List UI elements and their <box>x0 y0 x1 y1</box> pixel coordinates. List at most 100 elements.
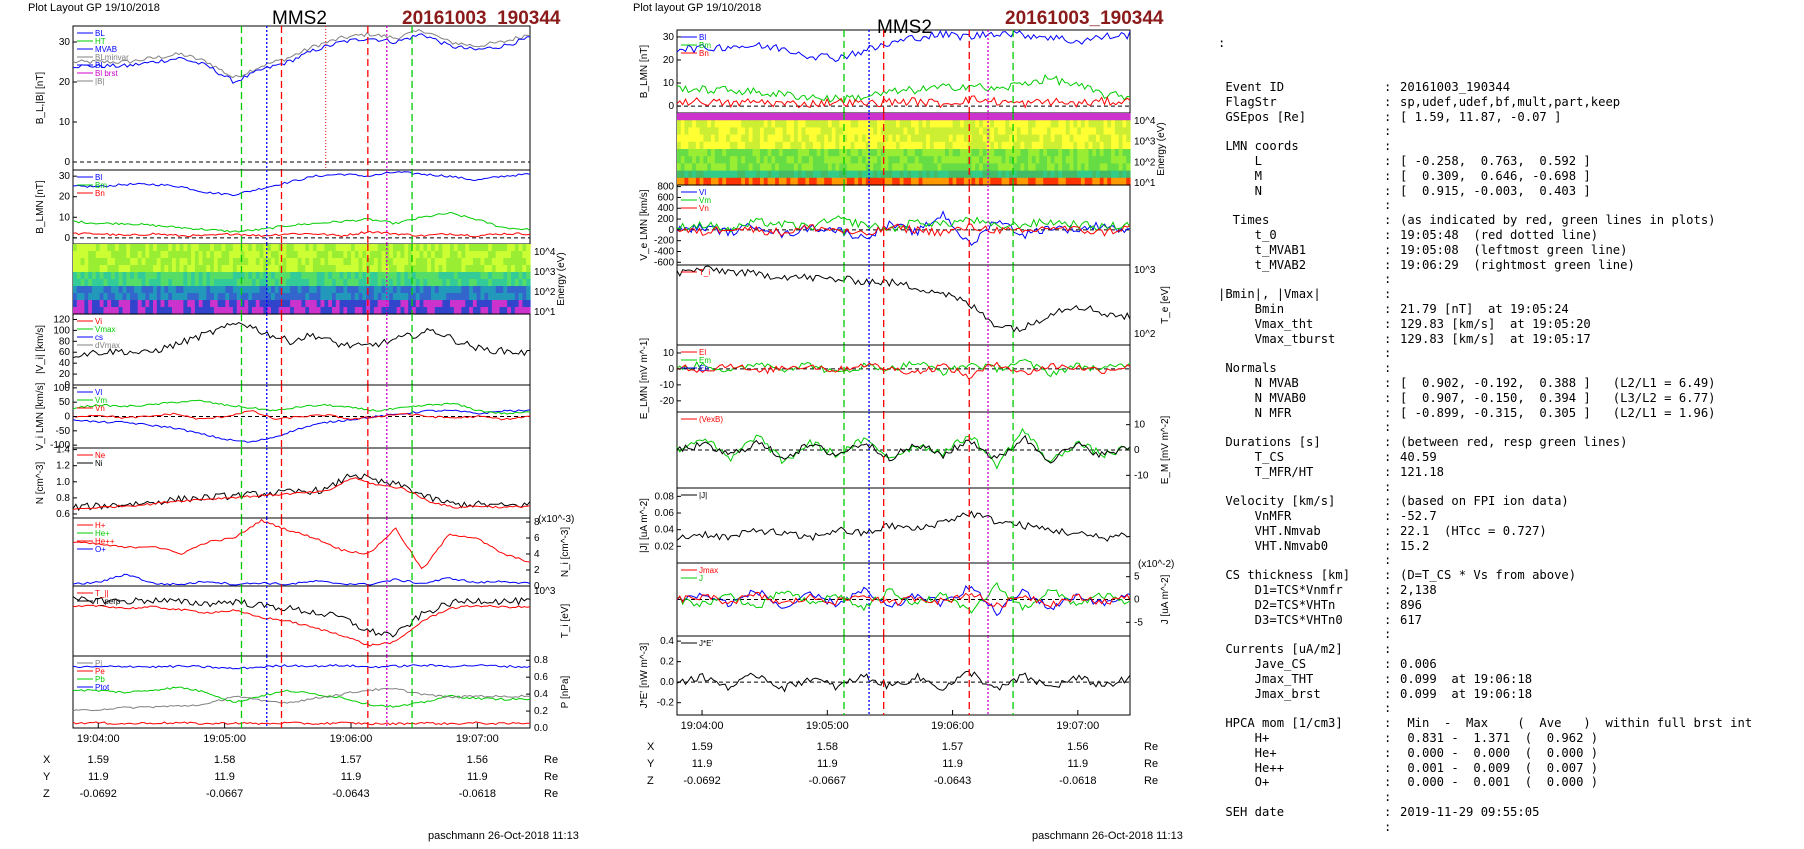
spectrogram-cell <box>244 251 249 259</box>
spectrogram-cell <box>1084 156 1090 164</box>
spectrogram-cell <box>191 286 196 294</box>
spectrogram-cell <box>480 272 485 280</box>
spectrogram-cell <box>476 307 482 315</box>
spectrogram-cell <box>126 307 131 315</box>
spectrogram-cell <box>400 293 405 301</box>
pos-row-name: Z <box>647 775 654 787</box>
spectrogram-cell <box>695 149 701 157</box>
spectrogram-cell <box>80 307 85 315</box>
spectrogram-cell <box>385 300 390 308</box>
spectrogram-cell <box>133 265 139 273</box>
spectrogram-cell <box>335 293 341 301</box>
spectrogram-cell <box>141 293 146 301</box>
spectrogram-cell <box>107 244 112 252</box>
spectrogram-cell <box>99 279 105 287</box>
info-value: 40.59 <box>1400 449 1437 464</box>
spectrogram-cell <box>252 244 257 252</box>
spectrogram-cell <box>812 170 818 179</box>
spectrogram-cell <box>794 177 799 186</box>
spectrogram-cell <box>73 307 78 315</box>
spectrogram-cell <box>707 177 712 186</box>
spectrogram-cell <box>733 170 738 179</box>
spectrogram-cell <box>80 279 85 287</box>
spectrogram-cell <box>801 141 806 150</box>
spectrogram-cell <box>309 265 314 273</box>
spectrogram-cell <box>73 258 78 266</box>
spectrogram-cell <box>695 134 701 143</box>
spectrogram-cell <box>767 134 772 143</box>
pos-row-value: 11.9 <box>88 771 109 783</box>
spectrogram-cell <box>1020 113 1025 121</box>
legend-label: BLminvar <box>95 53 129 62</box>
spectrogram-cell <box>714 127 720 136</box>
spectrogram-cell <box>172 300 177 308</box>
spectrogram-cell <box>362 293 367 301</box>
spectrogram-cell <box>1028 149 1033 157</box>
spectrogram-cell <box>711 120 716 128</box>
spectrogram-cell <box>149 307 154 315</box>
spectrogram-cell <box>809 156 814 164</box>
spectrogram-cell <box>971 134 976 143</box>
spectrogram-cell <box>692 113 697 121</box>
info-value: -52.7 <box>1400 509 1437 524</box>
spectrogram-cell <box>271 307 276 315</box>
spectrogram-cell <box>1016 120 1022 128</box>
spectrogram-cell <box>1028 120 1033 128</box>
spectrogram-cell <box>274 272 280 280</box>
info-value: 19:05:08 (leftmost green line) <box>1400 242 1628 257</box>
spectrogram-cell <box>1118 170 1124 179</box>
spectrogram-cell <box>480 293 485 301</box>
spectrogram-cell <box>286 279 291 287</box>
spectrogram-cell <box>918 149 923 157</box>
spectrogram-cell <box>745 141 750 150</box>
info-row: VnMFR: -52.7 <box>1218 509 1798 524</box>
spectrogram-cell <box>1080 120 1086 128</box>
spectrogram-cell <box>343 300 348 308</box>
spectrogram-cell <box>76 272 82 280</box>
info-separator: : <box>1384 153 1392 168</box>
spectrogram-cell <box>114 265 120 273</box>
spectrogram-cell <box>1103 141 1108 150</box>
spectrogram-cell <box>164 265 169 273</box>
spectrogram-cell <box>164 251 169 259</box>
spectrogram-cell <box>1047 113 1052 121</box>
spectrogram-cell <box>1043 170 1048 179</box>
spectrogram-cell <box>767 141 772 150</box>
spectrogram-cell <box>1122 170 1127 179</box>
spectrogram-cell <box>187 244 192 252</box>
spectrogram-cell <box>507 251 512 259</box>
spectrogram-cell <box>824 170 829 179</box>
spectrogram-cell <box>274 293 280 301</box>
spectrogram-cell <box>339 251 344 259</box>
spectrogram-cell <box>1024 113 1029 121</box>
spectrogram-cell <box>948 170 954 179</box>
info-value: [ 0.907, -0.150, 0.394 ] (L3/L2 = 6.77) <box>1400 390 1716 405</box>
spectrogram-cell <box>911 177 916 186</box>
spectrogram-cell <box>168 293 173 301</box>
spectrogram-cell <box>707 134 712 143</box>
spectrogram-cell <box>711 170 716 179</box>
spectrogram-cell <box>1084 141 1090 150</box>
spectrogram-cell <box>888 113 893 121</box>
spectrogram-cell <box>896 177 901 186</box>
spectrogram-cell <box>248 300 253 308</box>
spectrogram-cell <box>396 300 402 308</box>
spectrogram-cell <box>918 163 923 172</box>
x-tick-label: 19:04:00 <box>681 720 724 732</box>
spectrogram-cell <box>377 286 383 294</box>
spectrogram-cell <box>358 251 363 259</box>
spectrogram-cell <box>880 163 886 172</box>
info-row: Currents [uA/m2]: <box>1218 642 1798 657</box>
spectrogram-cell <box>933 113 939 121</box>
spectrogram-cell <box>480 300 485 308</box>
info-row: : <box>1218 420 1798 435</box>
spectrogram-cell <box>828 127 833 136</box>
spectrogram-cell <box>99 265 105 273</box>
spectrogram-cell <box>271 272 276 280</box>
spectrogram-cell <box>267 307 272 315</box>
spectrogram-cell <box>907 127 912 136</box>
spectrogram-cell <box>526 272 531 280</box>
spectrogram-cell <box>929 134 935 143</box>
spectrogram-cell <box>248 293 253 301</box>
spectrogram-cell <box>328 286 333 294</box>
